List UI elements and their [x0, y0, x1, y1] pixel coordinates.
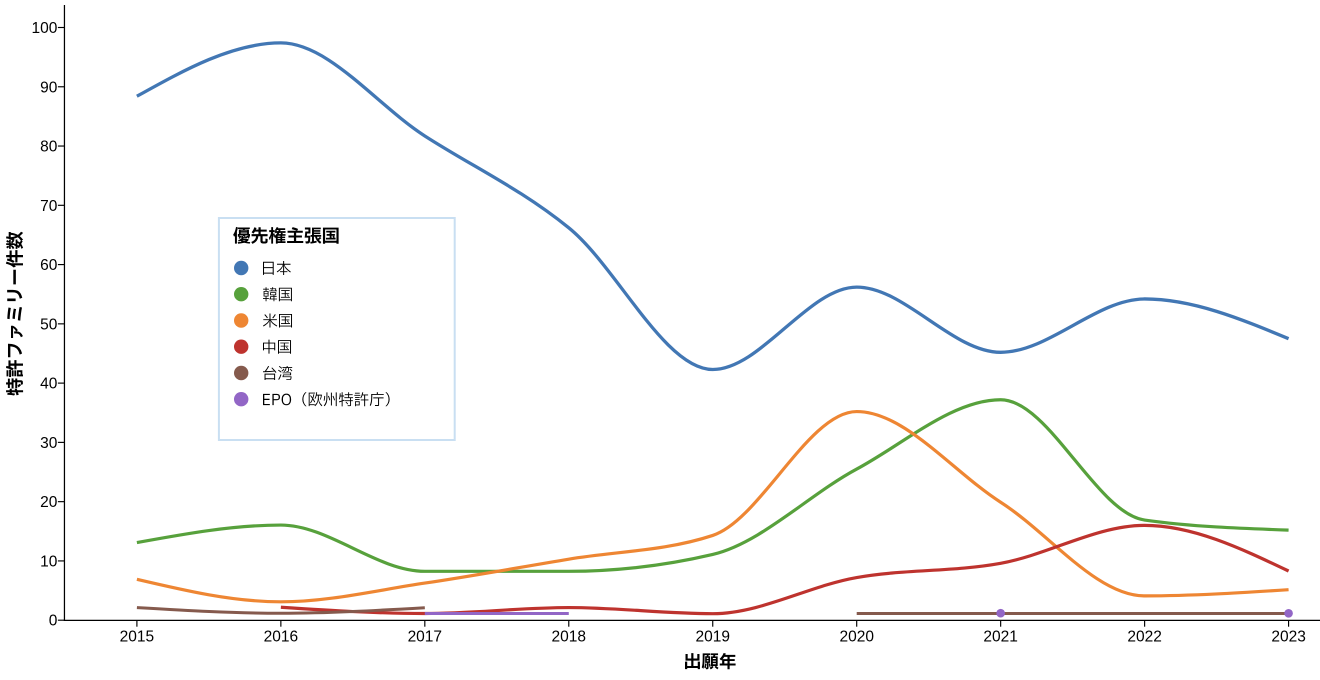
- svg-text:2020: 2020: [839, 629, 874, 646]
- svg-text:100: 100: [32, 20, 58, 37]
- svg-text:2021: 2021: [983, 629, 1017, 646]
- svg-text:10: 10: [40, 553, 58, 570]
- svg-text:2018: 2018: [552, 629, 586, 646]
- svg-text:30: 30: [40, 435, 58, 452]
- svg-text:2016: 2016: [264, 629, 298, 646]
- svg-text:0: 0: [49, 613, 58, 630]
- svg-text:50: 50: [40, 316, 58, 333]
- svg-text:40: 40: [40, 376, 58, 393]
- svg-text:2015: 2015: [120, 629, 154, 646]
- svg-text:2023: 2023: [1271, 629, 1305, 646]
- svg-text:60: 60: [40, 257, 58, 274]
- svg-text:2019: 2019: [695, 629, 729, 646]
- svg-text:2017: 2017: [408, 629, 442, 646]
- svg-text:20: 20: [40, 494, 58, 511]
- svg-text:70: 70: [40, 198, 58, 215]
- svg-text:80: 80: [40, 139, 58, 156]
- svg-text:2022: 2022: [1127, 629, 1161, 646]
- svg-text:90: 90: [40, 79, 58, 96]
